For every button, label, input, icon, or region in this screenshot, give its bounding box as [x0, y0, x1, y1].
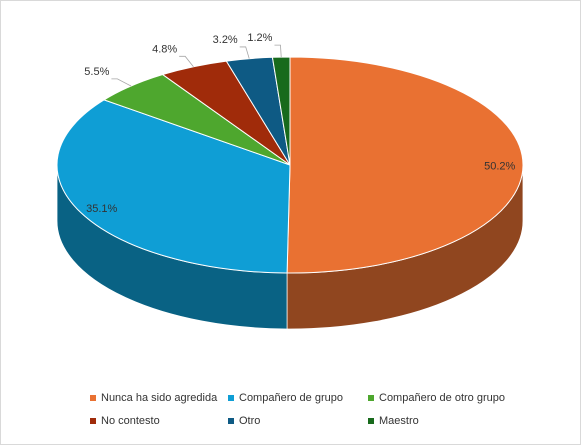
legend-item-companero-de-grupo: Compañero de grupo: [228, 392, 343, 404]
data-label-no-contesto: 4.8%: [152, 43, 177, 55]
leader-lines: [111, 44, 282, 87]
legend-swatch: [368, 418, 374, 424]
legend-label: Compañero de grupo: [239, 392, 343, 404]
data-label-nunca-ha-sido-agredida: 50.2%: [484, 161, 515, 173]
pie-slice-nunca-ha-sido-agredida: [286, 56, 524, 274]
legend-item-maestro: Maestro: [368, 415, 419, 427]
leader-line-otro: [239, 46, 250, 59]
pie-slices: [56, 56, 524, 274]
data-label-companero-de-otro-grupo: 5.5%: [84, 66, 109, 78]
leader-line-companero-de-otro-grupo: [111, 78, 132, 87]
pie-slice-companero-de-grupo: [56, 99, 291, 274]
legend-swatch: [90, 395, 96, 401]
data-label-maestro: 1.2%: [247, 32, 272, 44]
leader-line-no-contesto: [179, 55, 194, 67]
legend-swatch: [228, 395, 234, 401]
data-label-otro: 3.2%: [213, 34, 238, 46]
data-labels: 50.2% 35.1% 5.5% 4.8% 3.2% 1.2%: [84, 32, 515, 215]
legend-item-nunca-ha-sido-agredida: Nunca ha sido agredida: [90, 392, 217, 404]
legend-item-no-contesto: No contesto: [90, 415, 160, 427]
legend-label: Maestro: [379, 415, 419, 427]
legend-swatch: [90, 418, 96, 424]
legend-label: Otro: [239, 415, 261, 427]
legend-swatch: [228, 418, 234, 424]
legend-label: Compañero de otro grupo: [379, 392, 505, 404]
legend-swatch: [368, 395, 374, 401]
legend-label: No contesto: [101, 415, 160, 427]
leader-line-maestro: [274, 44, 282, 58]
legend-item-companero-de-otro-grupo: Compañero de otro grupo: [368, 392, 505, 404]
legend-label: Nunca ha sido agredida: [101, 392, 218, 404]
legend-item-otro: Otro: [228, 415, 260, 427]
data-label-companero-de-grupo: 35.1%: [86, 203, 117, 215]
